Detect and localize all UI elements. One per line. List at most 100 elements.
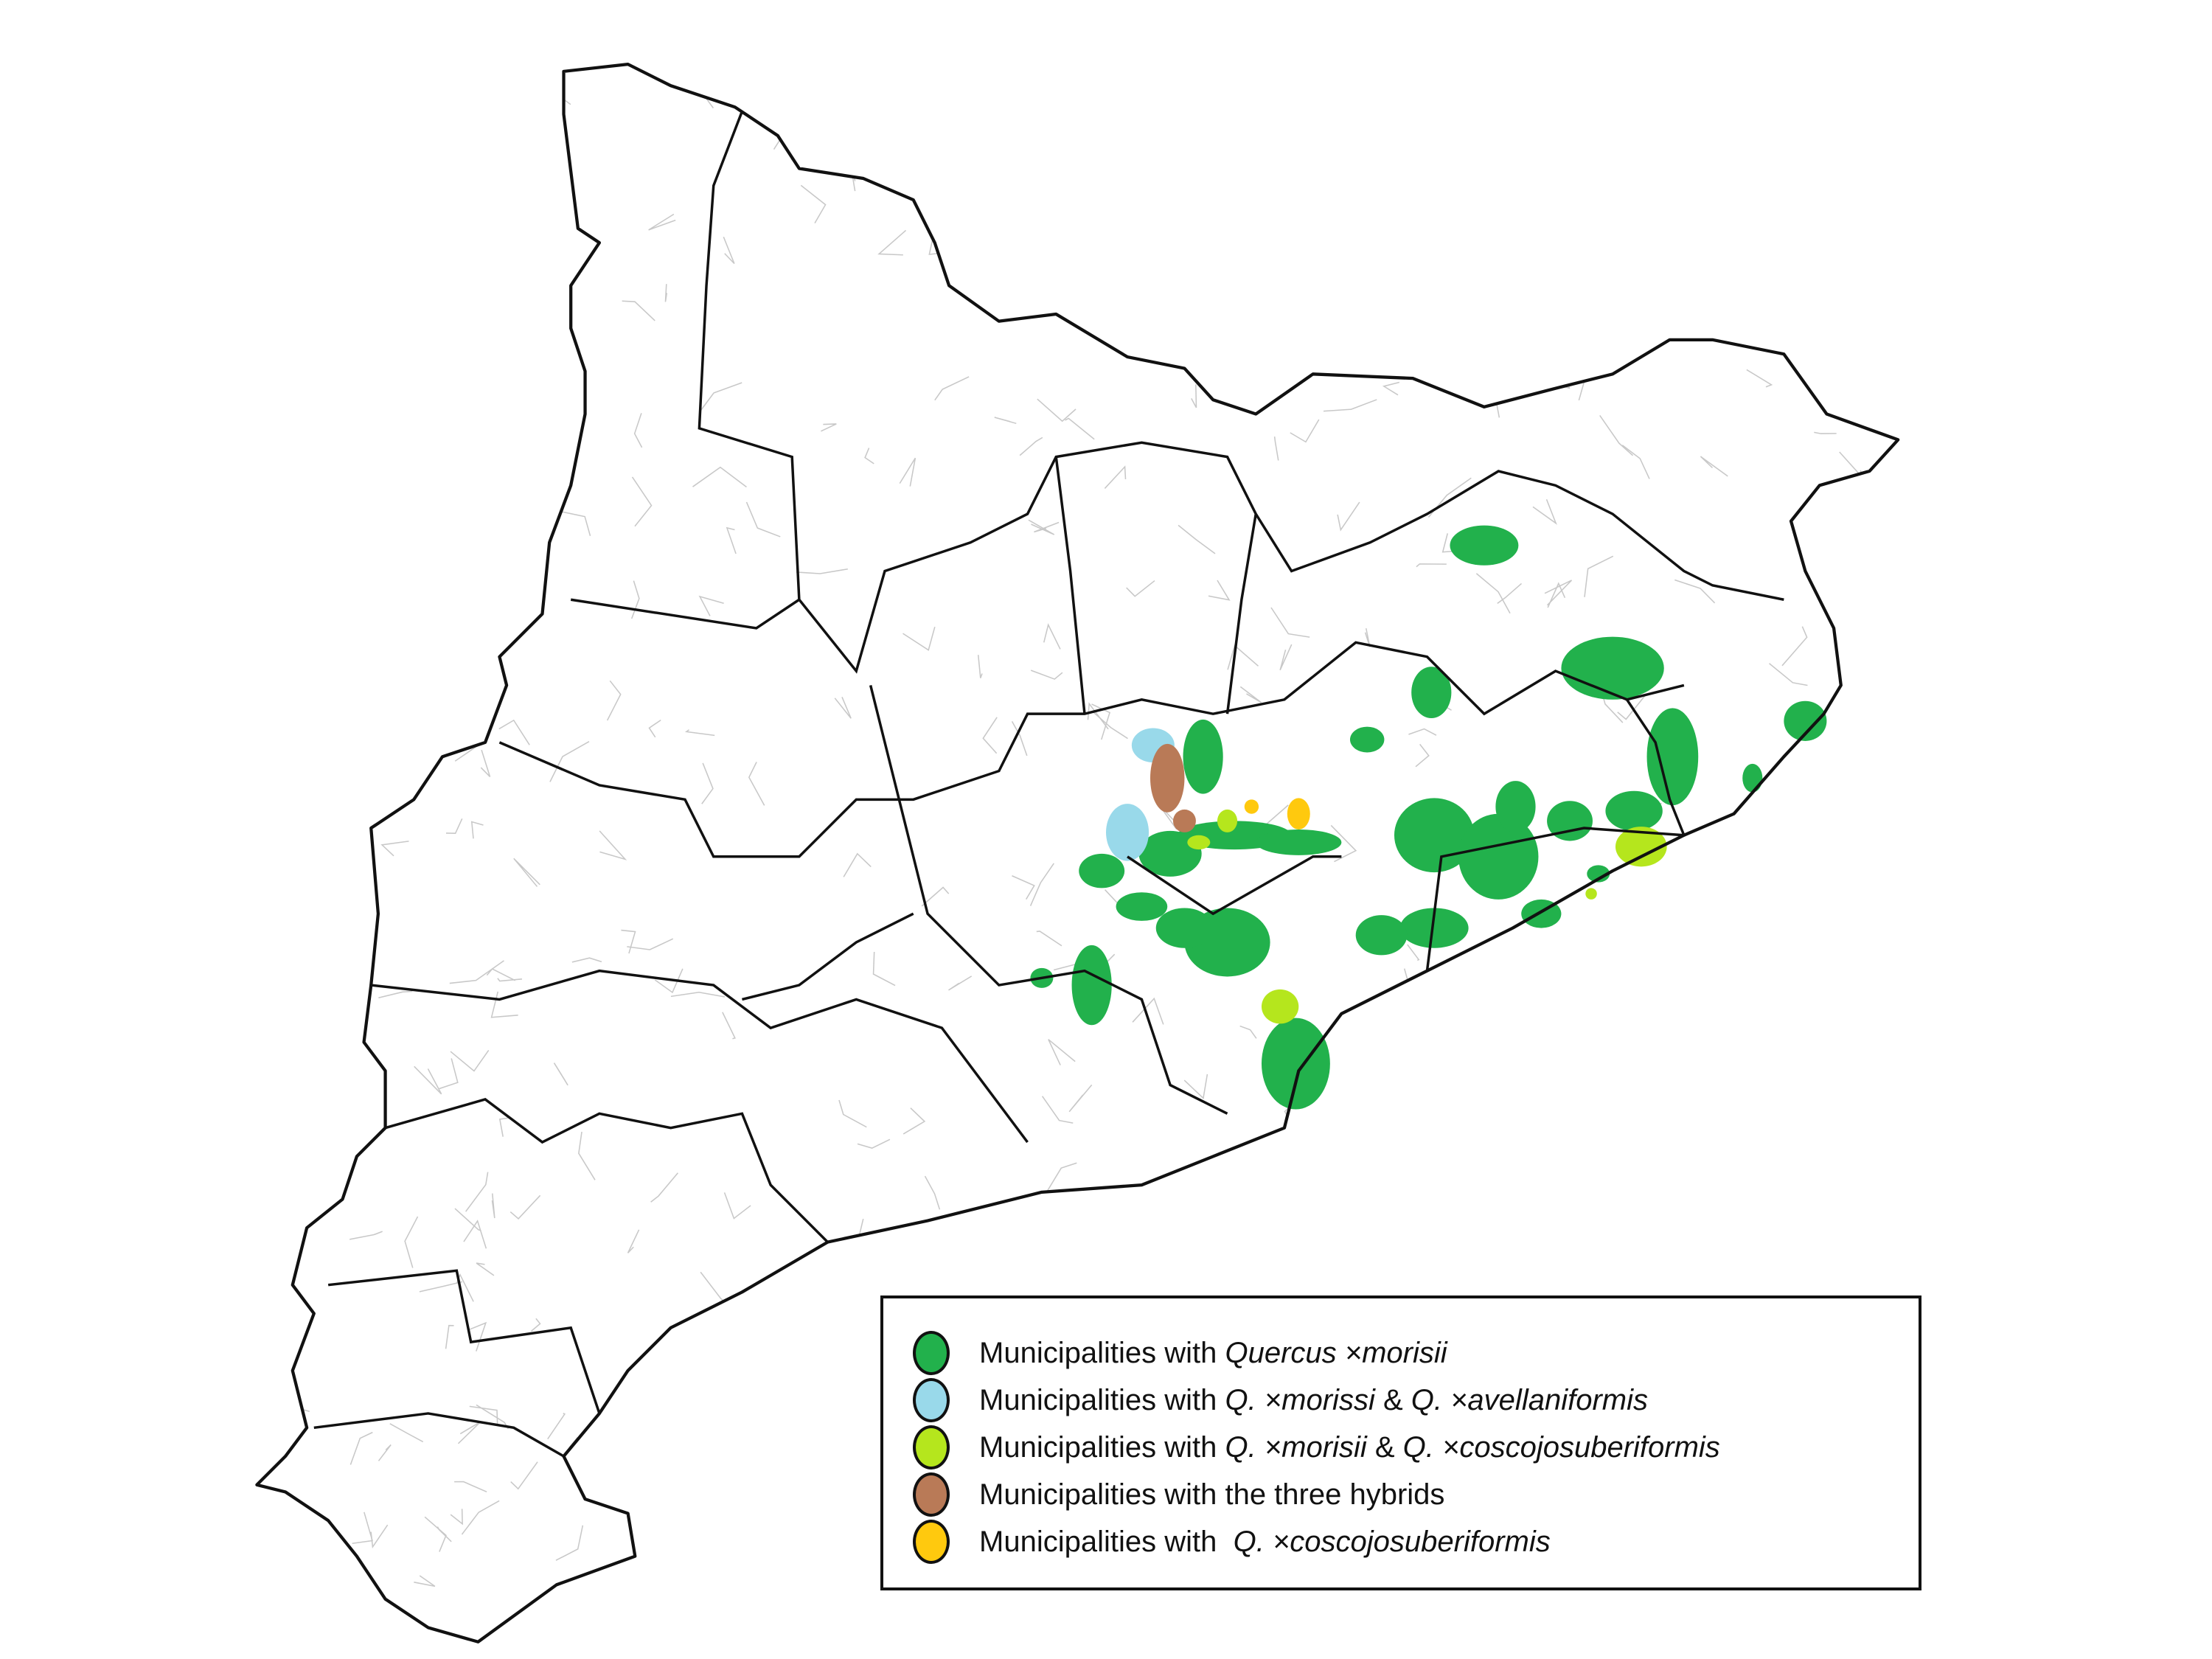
municipal-boundary (1034, 521, 1060, 533)
municipal-boundary (1030, 669, 1063, 680)
municipal-boundary (1804, 64, 1825, 78)
municipal-boundary (1711, 876, 1750, 900)
municipal-boundary (1060, 273, 1070, 288)
municipality-morisii (1784, 700, 1827, 741)
municipal-boundary (578, 1131, 596, 1180)
municipal-boundary (633, 413, 643, 448)
municipal-boundary (1023, 1206, 1038, 1262)
municipal-boundary (1239, 686, 1262, 703)
municipal-boundary (448, 549, 455, 574)
municipal-boundary (319, 97, 347, 115)
municipal-boundary (484, 326, 510, 354)
municipality-morisii (1450, 525, 1519, 566)
municipality-coscojosuberiformis (1287, 798, 1310, 830)
municipal-boundary (1068, 1084, 1093, 1113)
municipal-boundary (1036, 931, 1062, 947)
municipal-boundary (1610, 334, 1633, 341)
municipal-boundary (390, 88, 414, 111)
municipal-boundary (1382, 381, 1400, 396)
municipal-boundary (948, 975, 973, 991)
municipal-boundary (498, 1117, 509, 1137)
municipal-boundary (339, 641, 349, 670)
municipal-boundary (1838, 788, 1868, 825)
municipality-three-hybrids (1172, 809, 1196, 832)
municipal-boundary (487, 278, 520, 304)
municipal-boundary (1029, 130, 1068, 141)
municipal-boundary (1804, 858, 1826, 887)
municipal-boundary (491, 428, 515, 442)
municipal-boundary (1519, 1178, 1554, 1197)
municipal-boundary (1674, 579, 1716, 604)
legend-label: Municipalities with Q. ×morisii & Q. ×co… (979, 1430, 1720, 1464)
municipal-boundary (408, 571, 442, 591)
municipal-boundary (473, 339, 501, 370)
municipal-boundary (982, 717, 998, 754)
municipal-boundary (1562, 1270, 1591, 1290)
municipal-boundary (445, 818, 463, 834)
municipal-boundary (1256, 128, 1286, 138)
municipal-boundary (257, 172, 287, 199)
municipal-boundary (352, 129, 365, 142)
municipality-morisii (1646, 708, 1699, 806)
municipal-boundary (450, 1050, 490, 1072)
municipal-boundary (389, 300, 397, 316)
municipal-boundary (450, 1509, 463, 1526)
municipal-boundary (490, 208, 525, 248)
municipal-boundary (1885, 90, 1899, 108)
municipal-boundary (465, 71, 493, 88)
municipal-boundary (1769, 663, 1808, 686)
municipal-boundary (1487, 1063, 1522, 1114)
municipal-boundary (547, 1413, 566, 1440)
municipal-boundary (1407, 944, 1420, 961)
municipal-boundary (1497, 1155, 1538, 1169)
municipal-boundary (352, 1512, 373, 1545)
municipal-boundary (363, 183, 386, 232)
municipal-boundary (571, 957, 602, 963)
municipal-boundary (1497, 582, 1523, 605)
municipal-boundary (1571, 357, 1598, 382)
municipal-boundary (469, 572, 476, 604)
hybrid-regions (1030, 525, 1827, 1110)
municipal-boundary (692, 466, 747, 488)
municipal-boundary (1335, 143, 1346, 179)
municipal-boundary (1874, 1089, 1891, 1109)
municipal-boundary (1566, 256, 1579, 267)
municipal-boundary (1286, 1265, 1299, 1284)
municipal-boundary (272, 1040, 317, 1071)
municipal-boundary (1547, 582, 1566, 608)
municipal-boundary (411, 730, 445, 759)
municipal-boundary (380, 841, 409, 857)
municipal-boundary (517, 82, 536, 131)
municipal-boundary (469, 1405, 498, 1426)
municipal-boundary (1813, 172, 1847, 200)
municipal-boundary (400, 264, 434, 308)
municipal-boundary (1337, 501, 1360, 532)
municipal-boundary (718, 1421, 748, 1444)
municipal-boundary (630, 580, 640, 619)
municipality-morisii (1155, 908, 1214, 948)
municipal-boundary (531, 1318, 541, 1332)
municipal-boundary (262, 945, 286, 970)
municipal-boundary (730, 1411, 753, 1427)
municipal-boundary (1138, 238, 1158, 265)
municipal-boundary (376, 390, 399, 431)
municipal-boundary (326, 1118, 381, 1142)
municipal-boundary (877, 229, 907, 256)
municipal-boundary (834, 1574, 847, 1587)
municipal-boundary (1273, 437, 1279, 461)
municipal-boundary (476, 89, 507, 111)
municipal-boundary (648, 719, 661, 738)
municipal-boundary (1270, 607, 1310, 638)
municipal-boundary (257, 842, 265, 858)
municipal-boundary (404, 1216, 419, 1268)
municipal-boundary (1430, 1062, 1449, 1093)
legend-label: Municipalities with Q. ×morissi & Q. ×av… (979, 1383, 1648, 1416)
municipality-morisii (1411, 667, 1452, 718)
municipal-boundary (1323, 399, 1377, 412)
municipal-boundary (1547, 269, 1571, 307)
municipality-morisii (1561, 636, 1664, 700)
municipality-morisii-coscojosuberiformis (1187, 835, 1211, 850)
municipal-boundary (439, 1058, 459, 1090)
municipal-boundary (257, 1283, 276, 1307)
